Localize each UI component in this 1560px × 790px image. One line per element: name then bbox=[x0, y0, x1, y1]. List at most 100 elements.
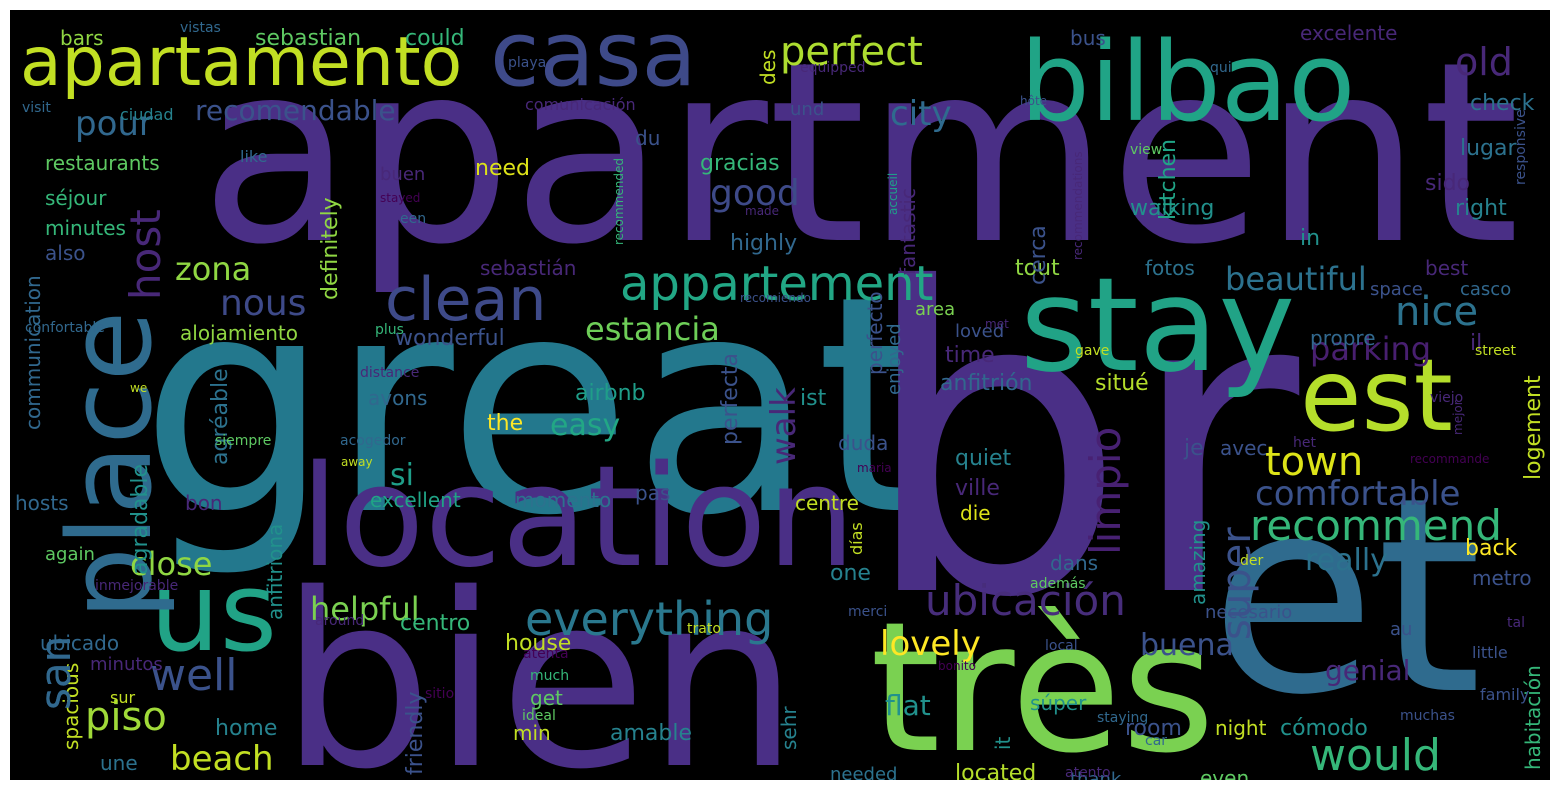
word-loved-79: loved bbox=[955, 321, 1004, 342]
word-around-187: around bbox=[315, 613, 364, 629]
word-stayed-159: stayed bbox=[380, 191, 420, 205]
word-made-161: made bbox=[745, 204, 779, 218]
word-highly-102: highly bbox=[730, 231, 797, 256]
word-merci-186: merci bbox=[848, 604, 887, 620]
word-place-11: place bbox=[44, 311, 178, 620]
word-super-139: súper bbox=[1030, 691, 1087, 715]
word-fantastic-103: fantastic bbox=[896, 188, 920, 275]
word-atento-198: atento bbox=[1065, 765, 1111, 780]
word-bars-58: bars bbox=[60, 26, 104, 50]
word-sido-90: sido bbox=[1425, 171, 1470, 196]
word-walk-47: walk bbox=[764, 387, 804, 465]
word-city-42: city bbox=[890, 94, 952, 134]
word-au-143: au bbox=[1390, 619, 1412, 640]
word-local-189: local bbox=[1045, 638, 1078, 654]
word-town-29: town bbox=[1265, 439, 1363, 485]
word-bonito-193: bonito bbox=[938, 659, 976, 673]
word-quiet-74: quiet bbox=[955, 446, 1012, 471]
word-night-137: night bbox=[1215, 716, 1267, 740]
word-recommendations-167: recommendations bbox=[1071, 151, 1085, 260]
word-sebastian-59: sebastian bbox=[255, 26, 361, 51]
word-responsive-168: responsive bbox=[1513, 109, 1529, 185]
word-gave-178: gave bbox=[1075, 343, 1109, 359]
word-cloud-background bbox=[10, 10, 1550, 780]
word-need-98: need bbox=[475, 156, 530, 181]
word-little-144: little bbox=[1472, 643, 1508, 662]
word-tres-6: très bbox=[870, 584, 1215, 780]
word-recommend-18: recommend bbox=[1250, 501, 1502, 550]
word-agradable-109: agradable bbox=[128, 464, 153, 575]
word-we-173: we bbox=[130, 381, 147, 395]
word-great-1: great bbox=[140, 232, 933, 581]
word-enjoyed-128: enjoyed bbox=[884, 323, 905, 395]
word-check-92: check bbox=[1470, 91, 1535, 116]
word-view-166: view bbox=[1130, 142, 1162, 158]
word-sitio-194: sitio bbox=[425, 686, 454, 702]
word-would-21: would bbox=[1310, 730, 1441, 780]
word-amazing-131: amazing bbox=[1186, 520, 1210, 605]
word-also-64: also bbox=[45, 241, 85, 265]
word-the-123: the bbox=[487, 411, 523, 436]
word-dias-150: días bbox=[847, 522, 866, 555]
word-easy-46: easy bbox=[550, 408, 620, 443]
word-avons-68: avons bbox=[368, 386, 427, 410]
word-equipped-157: equipped bbox=[800, 60, 866, 76]
word-staying-196: staying bbox=[1097, 710, 1148, 726]
word-recomendable-41: recomendable bbox=[195, 94, 396, 127]
word-good-35: good bbox=[710, 173, 800, 214]
word-definitely-105: definitely bbox=[318, 197, 343, 300]
word-maria-177: maria bbox=[857, 461, 892, 475]
word-trato-188: trato bbox=[687, 621, 721, 637]
word-recomiendo-171: recomiendo bbox=[740, 291, 811, 305]
word-tout-81: tout bbox=[1015, 256, 1060, 281]
word-atenta-192: atenta bbox=[523, 646, 569, 662]
word-airbnb-67: airbnb bbox=[575, 381, 646, 406]
word-visit-154: visit bbox=[22, 100, 51, 116]
word-stay-7: stay bbox=[1020, 249, 1295, 401]
word-perfect-26: perfect bbox=[780, 29, 923, 75]
word-recommended-162: recommended bbox=[612, 158, 626, 245]
word-helpful-33: helpful bbox=[310, 590, 420, 628]
word-bus-94: bus bbox=[1070, 26, 1106, 50]
word-it-138: it bbox=[991, 736, 1015, 750]
word-estancia-37: estancia bbox=[585, 310, 720, 348]
word-friendly-117: friendly bbox=[403, 692, 428, 775]
word-ideal-195: ideal bbox=[522, 708, 556, 724]
word-beach-31: beach bbox=[170, 739, 274, 779]
word-piso-23: piso bbox=[85, 694, 167, 740]
word-even-140: even bbox=[1200, 766, 1249, 780]
word-et-4: et bbox=[1210, 439, 1482, 754]
word-home-56: home bbox=[215, 716, 277, 741]
word-well-22: well bbox=[150, 650, 238, 701]
word-acogedor-175: acogedor bbox=[340, 433, 406, 449]
word-wonderful-66: wonderful bbox=[395, 326, 505, 351]
word-kitchen-106: kitchen bbox=[1156, 139, 1181, 220]
word-pas-71: pas bbox=[635, 481, 670, 505]
word-excellent-69: excellent bbox=[370, 488, 461, 512]
word-distance-174: distance bbox=[360, 365, 419, 381]
word-du-97: du bbox=[635, 126, 660, 150]
word-casa-9: casa bbox=[490, 10, 697, 107]
word-der-185: der bbox=[1240, 553, 1264, 569]
word-siempre-151: siempre bbox=[215, 433, 271, 449]
word-avec-129: avec bbox=[1220, 436, 1267, 460]
word-habitacion-136: habitación bbox=[1521, 665, 1545, 770]
word-il-86: il bbox=[1470, 331, 1482, 356]
word-san-199: san bbox=[31, 636, 80, 710]
word-buena-44: buena bbox=[1140, 628, 1234, 663]
word-parking-38: parking bbox=[1310, 330, 1431, 368]
word-playa-155: playa bbox=[508, 55, 546, 71]
word-plus-170: plus bbox=[375, 322, 404, 338]
word-spacious-114: spacious bbox=[59, 663, 83, 750]
word-ubicacion-17: ubicación bbox=[925, 576, 1126, 625]
word-min-121: min bbox=[513, 721, 551, 745]
word-close-32: close bbox=[130, 545, 212, 583]
word-qui-165: qui bbox=[1210, 60, 1232, 76]
word-bon-108: bon bbox=[185, 491, 223, 515]
word-accueil-163: accueil bbox=[886, 173, 900, 215]
word-buen-99: buen bbox=[380, 164, 425, 185]
word-san-25: san bbox=[31, 636, 80, 710]
word-minutes-63: minutes bbox=[45, 216, 126, 240]
word-dans-133: dans bbox=[1050, 551, 1098, 575]
